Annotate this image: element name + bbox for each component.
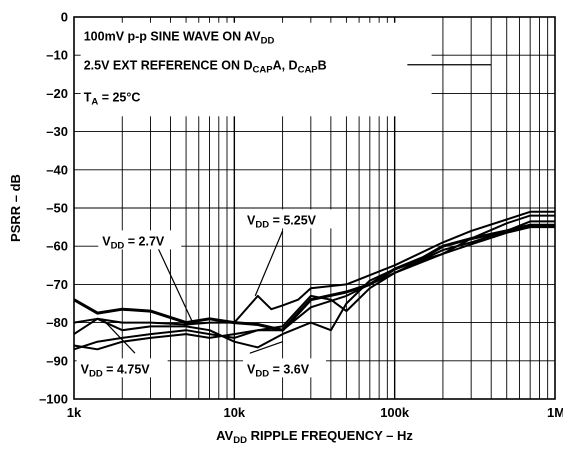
y-tick-label: –90 — [46, 353, 68, 368]
series-annotation: VDD = 3.6V — [247, 362, 310, 379]
x-axis-title-subscript: DD — [233, 435, 247, 446]
x-axis-title-text: RIPPLE FREQUENCY – Hz — [247, 428, 413, 443]
condition-subscript: CAP — [298, 64, 319, 75]
annotation-leader-line — [156, 245, 194, 323]
annotation-subscript: DD — [255, 368, 269, 379]
annotation-text: = 3.6V — [269, 362, 310, 376]
y-tick-label: –40 — [46, 162, 68, 177]
x-tick-label: 1M — [547, 405, 563, 420]
annotation-subscript: DD — [255, 219, 269, 230]
annotation-background — [243, 209, 335, 229]
annotation-text: V — [102, 234, 111, 248]
annotation-text: = 2.7V — [124, 234, 165, 248]
series-line-3 — [73, 214, 555, 349]
conditions-box — [80, 22, 432, 117]
condition-line-2: 2.5V EXT REFERENCE ON DCAPA, DCAPB — [84, 58, 327, 75]
y-tick-label: –80 — [46, 315, 68, 330]
plot-frame — [73, 16, 556, 400]
condition-text: = 25°C — [98, 91, 140, 105]
series-layer — [73, 210, 555, 351]
series-annotation: VDD = 4.75V — [81, 362, 151, 379]
y-tick-label: –50 — [46, 201, 68, 216]
condition-line-1: 100mV p-p SINE WAVE ON AVDD — [84, 30, 275, 47]
annotation-background — [76, 358, 168, 378]
condition-subscript: CAP — [253, 64, 274, 75]
condition-text: A, D — [273, 58, 298, 72]
condition-subscript: A — [91, 97, 98, 108]
annotation-leader-line — [254, 230, 284, 297]
series-annotation: VDD = 5.25V — [247, 213, 317, 230]
y-tick-label: –70 — [46, 277, 68, 292]
series-line-4 — [73, 220, 555, 351]
y-tick-label: –100 — [39, 392, 68, 407]
y-tick-label: –30 — [46, 124, 68, 139]
series-line-2 — [73, 210, 555, 326]
x-tick-label: 1k — [67, 405, 82, 420]
y-axis-title: PSRR – dB — [8, 174, 23, 242]
annotation-text: V — [247, 362, 256, 376]
y-tick-label: 0 — [61, 10, 68, 25]
condition-text: B — [318, 58, 327, 72]
y-tick-label: –20 — [46, 86, 68, 101]
annotation-text: V — [81, 362, 90, 376]
x-tick-label: 10k — [223, 405, 245, 420]
y-tick-label: –10 — [46, 48, 68, 63]
condition-line-3: TA = 25°C — [84, 91, 141, 108]
annotation-subscript: DD — [111, 240, 125, 251]
annotation-leader-line — [101, 318, 136, 354]
series-line-5 — [73, 226, 555, 351]
condition-text: 100mV p-p SINE WAVE ON AV — [84, 30, 262, 44]
annotation-text: = 5.25V — [269, 213, 317, 227]
x-axis-title-text: AV — [216, 428, 233, 443]
annotation-leader-line — [249, 341, 283, 354]
x-axis-title: AVDD RIPPLE FREQUENCY – Hz — [216, 428, 413, 446]
annotation-text: V — [247, 213, 256, 227]
annotation-background — [243, 358, 327, 378]
condition-text: 2.5V EXT REFERENCE ON D — [84, 58, 253, 72]
x-tick-label: 100k — [380, 405, 410, 420]
series-annotation: VDD = 2.7V — [102, 234, 165, 251]
condition-text: T — [84, 91, 92, 105]
annotation-text: = 4.75V — [103, 362, 151, 376]
annotation-subscript: DD — [89, 368, 103, 379]
y-tick-label: –60 — [46, 239, 68, 254]
annotation-background — [98, 230, 182, 250]
condition-subscript: DD — [261, 36, 275, 47]
